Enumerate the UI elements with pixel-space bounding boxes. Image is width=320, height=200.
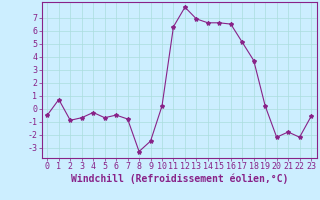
X-axis label: Windchill (Refroidissement éolien,°C): Windchill (Refroidissement éolien,°C) bbox=[70, 174, 288, 184]
